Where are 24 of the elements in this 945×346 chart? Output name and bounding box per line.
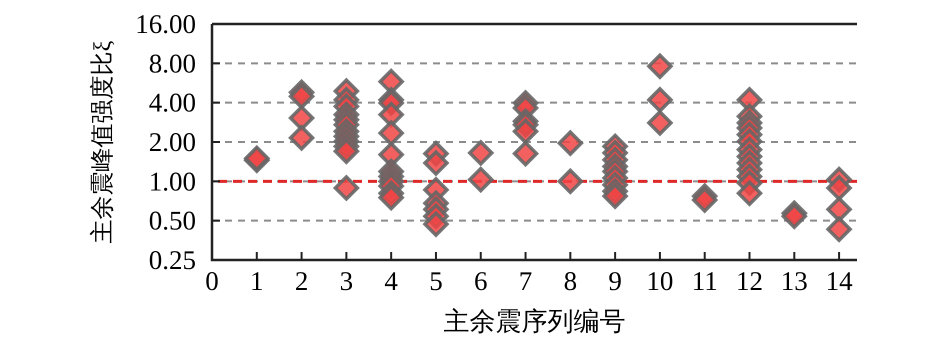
y-axis-title: 主余震峰值强度比ξ (89, 40, 116, 244)
y-tick-label: 16.00 (135, 9, 196, 39)
x-tick-label: 5 (429, 266, 443, 296)
y-tick-label: 4.00 (148, 88, 196, 118)
x-tick-label: 12 (736, 266, 763, 296)
x-axis-title: 主余震序列编号 (444, 307, 626, 336)
x-tick-label: 1 (250, 266, 264, 296)
x-tick-label: 2 (294, 266, 308, 296)
y-tick-label: 1.00 (148, 166, 196, 196)
x-tick-label: 8 (564, 266, 578, 296)
y-tick-label: 0.50 (148, 206, 196, 236)
x-tick-label: 4 (384, 266, 398, 296)
x-tick-label: 3 (340, 266, 354, 296)
x-tick-label: 6 (474, 266, 488, 296)
x-tick-label: 13 (780, 266, 808, 296)
x-tick-label: 0 (205, 266, 219, 296)
x-tick-label: 10 (646, 266, 674, 296)
y-tick-label: 0.25 (148, 245, 196, 275)
x-tick-label: 7 (518, 266, 532, 296)
y-tick-label: 2.00 (148, 127, 196, 157)
x-tick-label: 11 (692, 266, 718, 296)
y-tick-label: 8.00 (148, 48, 196, 78)
x-tick-label: 14 (826, 266, 854, 296)
x-tick-label: 9 (608, 266, 622, 296)
